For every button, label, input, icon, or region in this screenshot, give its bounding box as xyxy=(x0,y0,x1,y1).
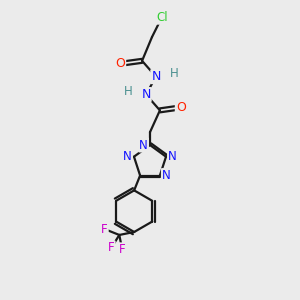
Text: F: F xyxy=(108,241,115,254)
Text: Cl: Cl xyxy=(156,11,168,24)
Text: F: F xyxy=(101,223,108,236)
Text: O: O xyxy=(115,57,125,70)
Text: F: F xyxy=(119,243,126,256)
Text: O: O xyxy=(176,101,186,114)
Text: H: H xyxy=(169,67,178,80)
Text: H: H xyxy=(124,85,133,98)
Text: N: N xyxy=(139,139,148,152)
Text: N: N xyxy=(123,150,132,163)
Text: N: N xyxy=(141,88,151,101)
Text: N: N xyxy=(162,169,171,182)
Text: N: N xyxy=(151,70,160,83)
Text: N: N xyxy=(168,150,177,163)
